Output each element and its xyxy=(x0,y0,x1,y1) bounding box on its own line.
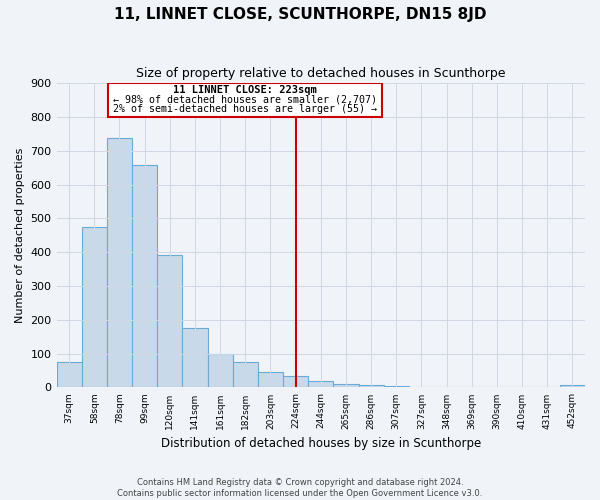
Bar xyxy=(182,328,208,388)
Bar xyxy=(56,362,82,388)
Bar xyxy=(383,386,409,388)
Bar xyxy=(157,255,182,388)
Bar xyxy=(208,354,233,388)
FancyBboxPatch shape xyxy=(108,83,382,117)
Text: Contains HM Land Registry data © Crown copyright and database right 2024.
Contai: Contains HM Land Registry data © Crown c… xyxy=(118,478,482,498)
X-axis label: Distribution of detached houses by size in Scunthorpe: Distribution of detached houses by size … xyxy=(161,437,481,450)
Y-axis label: Number of detached properties: Number of detached properties xyxy=(15,148,25,323)
Bar xyxy=(258,372,283,388)
Bar xyxy=(107,138,132,388)
Bar xyxy=(409,387,434,388)
Text: 2% of semi-detached houses are larger (55) →: 2% of semi-detached houses are larger (5… xyxy=(113,104,377,114)
Bar xyxy=(560,384,585,388)
Bar xyxy=(132,165,157,388)
Bar xyxy=(233,362,258,388)
Bar xyxy=(82,227,107,388)
Text: 11, LINNET CLOSE, SCUNTHORPE, DN15 8JD: 11, LINNET CLOSE, SCUNTHORPE, DN15 8JD xyxy=(114,8,486,22)
Text: ← 98% of detached houses are smaller (2,707): ← 98% of detached houses are smaller (2,… xyxy=(113,95,377,105)
Title: Size of property relative to detached houses in Scunthorpe: Size of property relative to detached ho… xyxy=(136,68,506,80)
Bar xyxy=(359,384,383,388)
Bar xyxy=(308,380,334,388)
Bar xyxy=(283,376,308,388)
Text: 11 LINNET CLOSE: 223sqm: 11 LINNET CLOSE: 223sqm xyxy=(173,86,317,96)
Bar xyxy=(334,384,359,388)
